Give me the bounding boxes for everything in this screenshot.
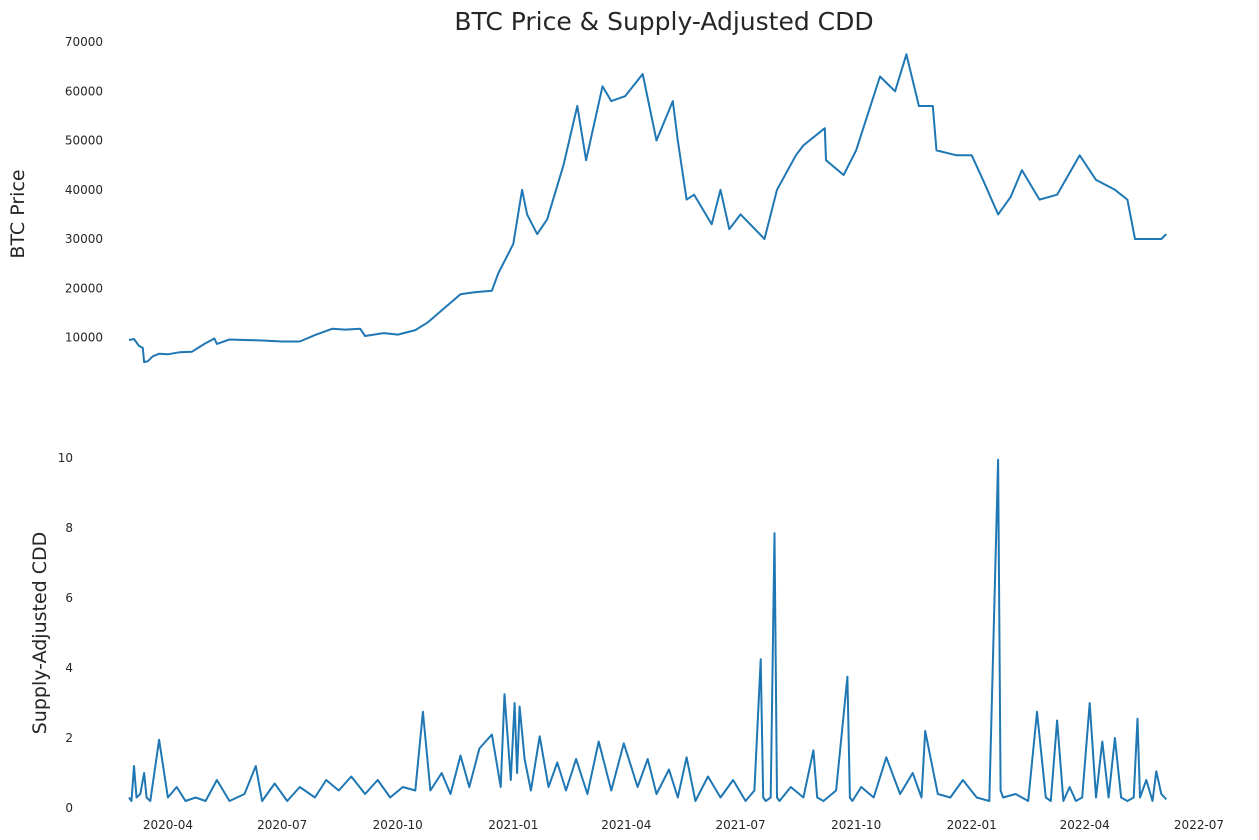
x-tick-label: 2021-01 bbox=[488, 818, 538, 832]
btc-price-line bbox=[128, 53, 1167, 364]
top-y-tick-label: 70000 bbox=[65, 35, 103, 49]
x-tick-label: 2022-04 bbox=[1060, 818, 1110, 832]
cdd-line bbox=[128, 458, 1168, 802]
bottom-y-tick-label: 10 bbox=[58, 451, 73, 465]
top-y-tick-label: 50000 bbox=[65, 134, 103, 148]
chart-title: BTC Price & Supply-Adjusted CDD bbox=[454, 7, 873, 36]
bottom-y-tick-label: 6 bbox=[65, 591, 73, 605]
bottom-y-ticks: 0 2 4 6 8 10 bbox=[58, 451, 73, 815]
x-tick-label: 2022-07 bbox=[1174, 818, 1224, 832]
x-tick-label: 2022-01 bbox=[947, 818, 997, 832]
top-y-tick-label: 40000 bbox=[65, 183, 103, 197]
top-y-tick-label: 10000 bbox=[65, 331, 103, 345]
bottom-y-tick-label: 2 bbox=[65, 731, 73, 745]
x-ticks: 2020-04 2020-07 2020-10 2021-01 2021-04 2021-… bbox=[143, 818, 1224, 832]
x-tick-label: 2021-07 bbox=[716, 818, 766, 832]
bottom-y-tick-label: 8 bbox=[65, 521, 73, 535]
top-ylabel: BTC Price bbox=[7, 169, 29, 258]
top-y-ticks: 10000 20000 30000 40000 50000 60000 70000 bbox=[65, 35, 103, 345]
x-tick-label: 2020-10 bbox=[373, 818, 423, 832]
x-tick-label: 2020-07 bbox=[257, 818, 307, 832]
x-tick-label: 2020-04 bbox=[143, 818, 193, 832]
x-tick-label: 2021-10 bbox=[831, 818, 881, 832]
top-y-tick-label: 20000 bbox=[65, 281, 103, 295]
top-y-tick-label: 60000 bbox=[65, 84, 103, 98]
bottom-y-tick-label: 4 bbox=[65, 661, 73, 675]
bottom-y-tick-label: 0 bbox=[65, 801, 73, 815]
x-tick-label: 2021-04 bbox=[601, 818, 651, 832]
btc-price-panel: BTC Price 10000 20000 30000 40000 50000 60000… bbox=[7, 35, 1167, 364]
top-y-tick-label: 30000 bbox=[65, 232, 103, 246]
bottom-ylabel: Supply-Adjusted CDD bbox=[29, 532, 51, 735]
